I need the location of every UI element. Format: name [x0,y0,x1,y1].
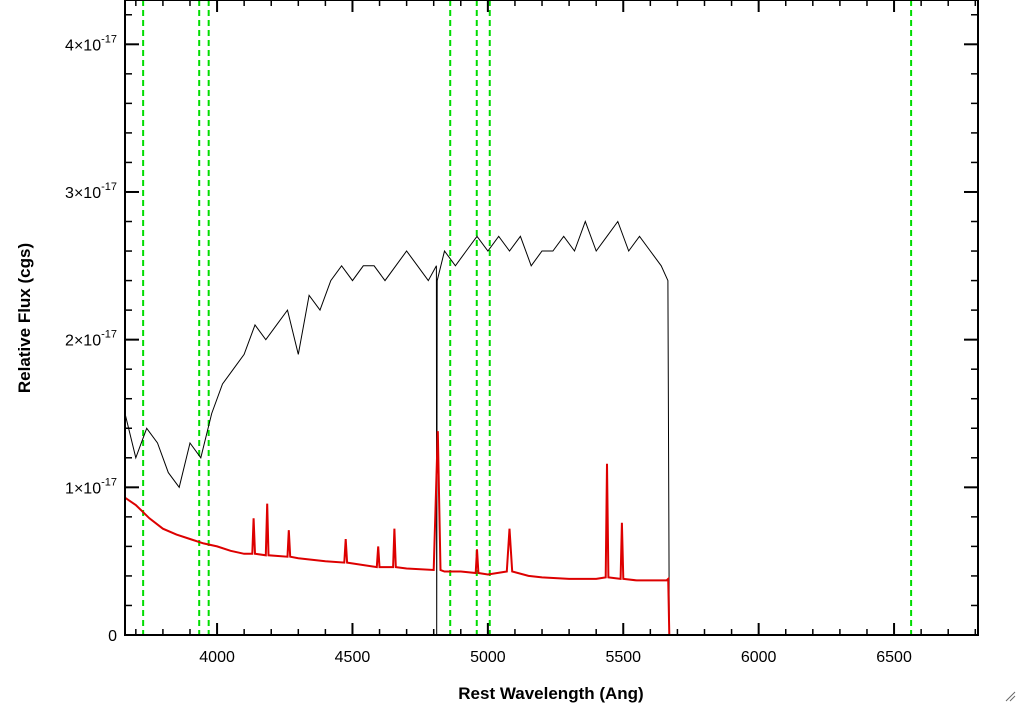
ticks [125,0,978,636]
reference-lines [142,0,913,635]
y-tick-label: 0 [108,628,117,645]
y-tick-label: 1×10-17 [65,476,117,497]
y-tick-label: 3×10-17 [65,181,117,202]
resize-grip-icon[interactable] [1004,690,1016,702]
x-axis-label: Rest Wavelength (Ang) [458,684,643,703]
x-tick-label: 6000 [741,649,777,666]
tick-labels: 4000 4500 5000 5500 6000 6500 0 1×10-17 2×10-17 3… [65,33,912,666]
x-tick-label: 5000 [470,649,506,666]
model-spectrum-line [125,431,978,635]
series-layer [125,220,978,635]
x-tick-label: 4500 [335,649,371,666]
observed-spectrum-line [125,220,670,635]
y-tick-label: 4×10-17 [65,33,117,54]
x-tick-label: 5500 [605,649,641,666]
y-tick-label: 2×10-17 [65,329,117,350]
y-axis-label: Relative Flux (cgs) [15,243,34,393]
x-tick-label: 4000 [199,649,235,666]
plot-frame [124,0,979,636]
x-tick-label: 6500 [876,649,912,666]
